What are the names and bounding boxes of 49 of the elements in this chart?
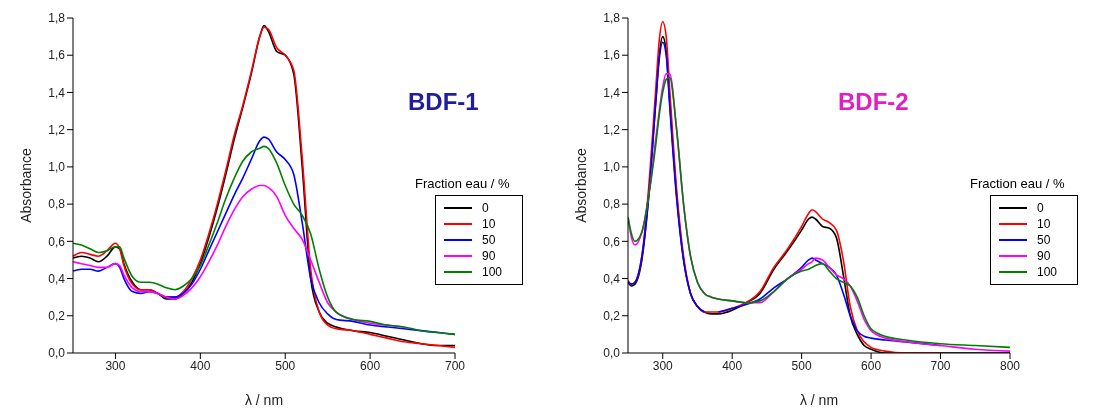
legend-label: 50 [482, 233, 496, 247]
y-tick-label: 1,2 [48, 122, 66, 137]
y-tick-label: 0,8 [48, 197, 66, 212]
y-tick-label: 0,4 [48, 271, 66, 286]
x-tick-label: 400 [190, 358, 211, 373]
legend-label: 90 [1037, 249, 1051, 263]
legend-label: 100 [1037, 265, 1058, 279]
legend-title: Fraction eau / % [415, 176, 511, 191]
x-axis-title: λ / nm [799, 392, 839, 408]
legend-label: 0 [1037, 201, 1044, 215]
y-tick-label: 0,0 [48, 346, 66, 361]
y-tick-label: 1,8 [48, 11, 66, 26]
legend-label: 100 [482, 265, 503, 279]
y-tick-label: 1,8 [603, 11, 621, 26]
x-tick-label: 600 [861, 358, 882, 373]
y-tick-label: 1,2 [603, 122, 621, 137]
y-axis-title: Absorbance [17, 147, 34, 223]
y-axis-title: Absorbance [572, 147, 589, 223]
legend-label: 90 [482, 249, 496, 263]
legend-label: 10 [1037, 217, 1051, 231]
text: BDF-2 [838, 88, 909, 116]
text: BDF-1 [408, 88, 479, 116]
x-tick-label: 500 [791, 358, 812, 373]
x-tick-label: 300 [652, 358, 674, 373]
x-axis-title: λ / nm [244, 392, 284, 408]
y-tick-label: 0,4 [603, 271, 621, 286]
y-tick-label: 1,0 [603, 160, 621, 175]
y-tick-label: 0,0 [603, 346, 621, 361]
y-tick-label: 0,8 [603, 197, 621, 212]
x-tick-label: 700 [444, 358, 466, 373]
legend-label: 10 [482, 217, 496, 231]
x-tick-label: 300 [105, 358, 126, 373]
y-tick-label: 1,0 [48, 160, 66, 175]
y-tick-label: 1,6 [48, 48, 66, 63]
x-tick-label: 500 [275, 358, 296, 373]
x-tick-label: 700 [930, 358, 951, 373]
y-tick-label: 0,6 [48, 234, 66, 249]
legend-label: 0 [482, 201, 489, 215]
y-tick-label: 1,4 [603, 85, 621, 100]
y-tick-label: 1,6 [603, 48, 621, 63]
y-tick-label: 0,6 [603, 234, 621, 249]
legend-label: 50 [1037, 233, 1051, 247]
x-tick-label: 600 [360, 358, 381, 373]
y-tick-label: 1,4 [48, 85, 66, 100]
legend-title: Fraction eau / % [970, 176, 1066, 191]
x-tick-label: 800 [999, 358, 1021, 373]
x-tick-label: 400 [722, 358, 743, 373]
y-tick-label: 0,2 [48, 309, 66, 324]
y-tick-label: 0,2 [603, 309, 621, 324]
